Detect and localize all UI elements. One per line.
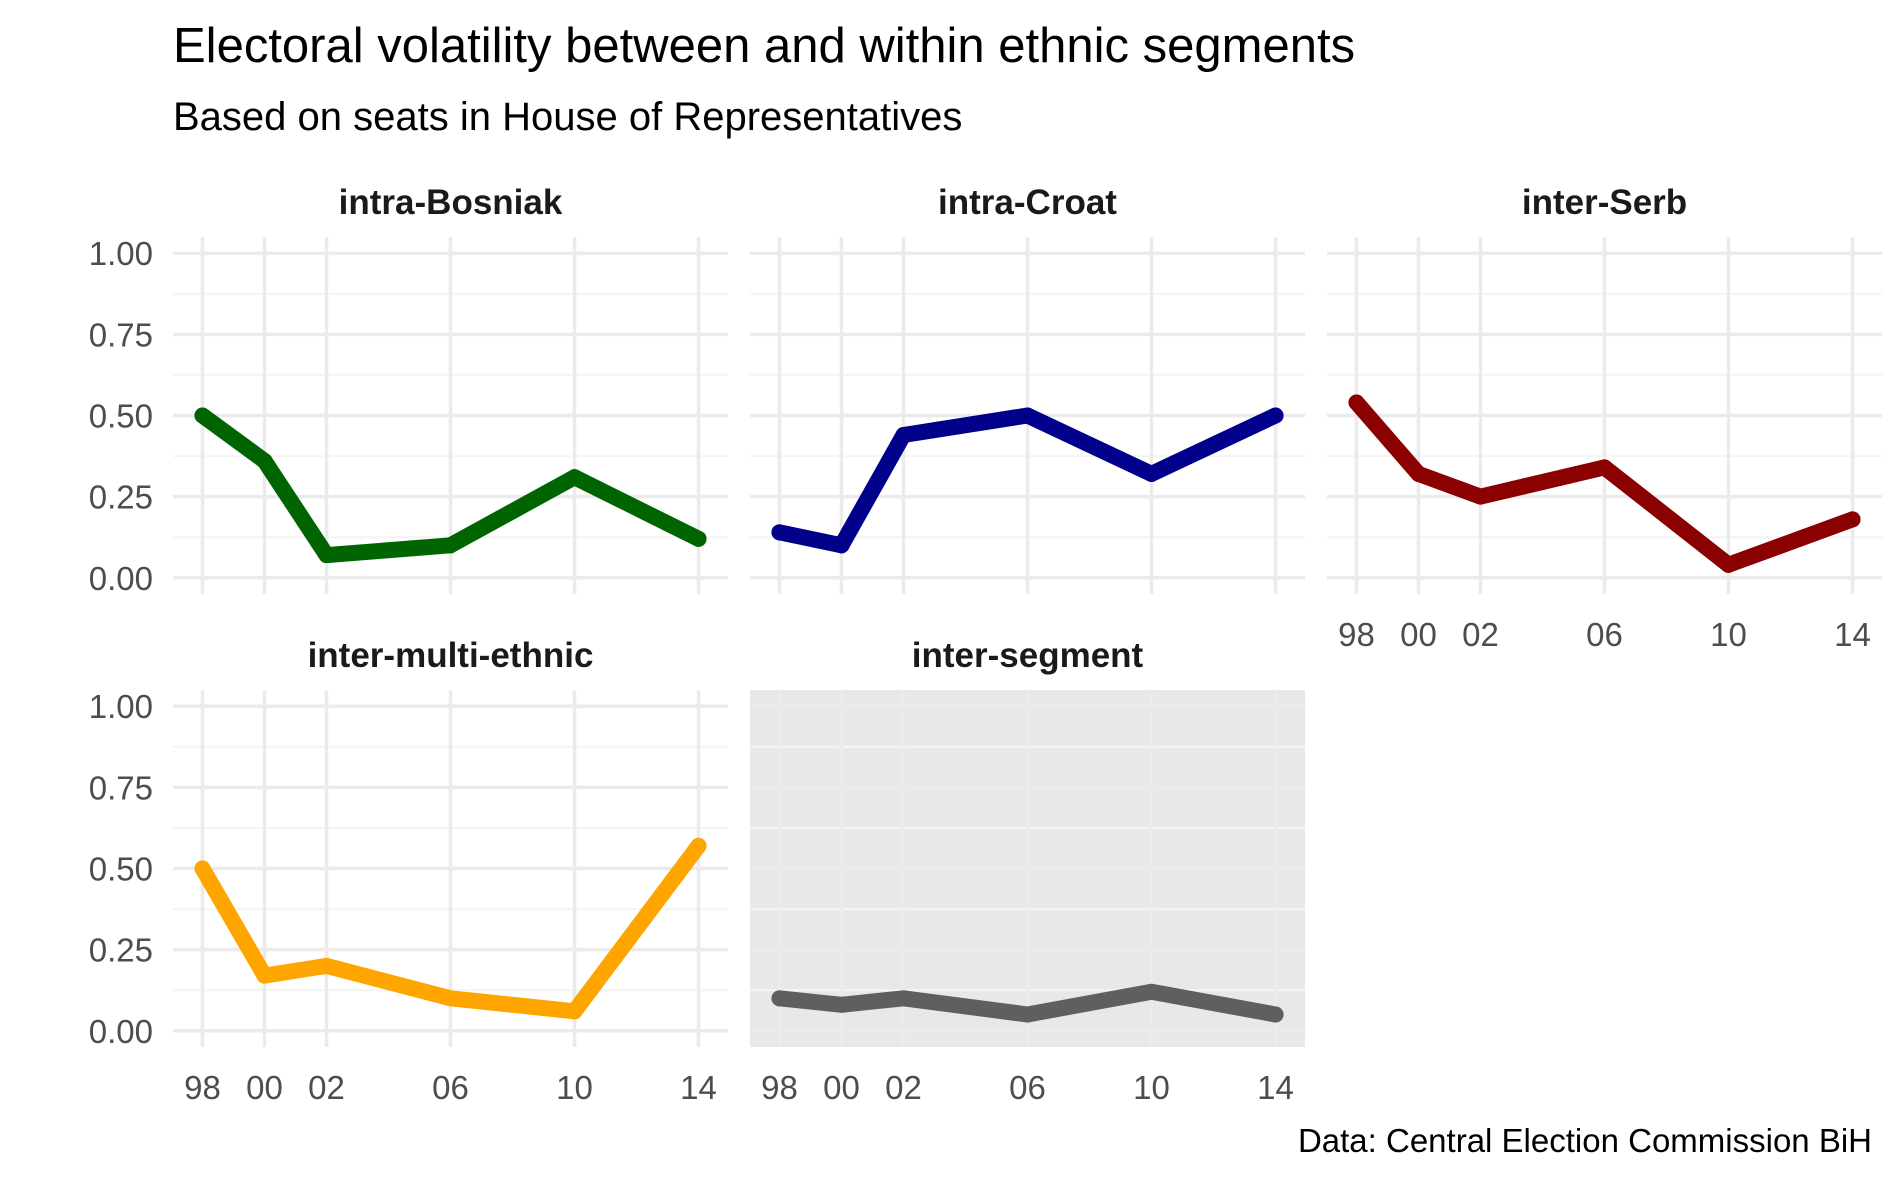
x-tick-label: 14	[1257, 1069, 1294, 1106]
y-tick-label: 0.00	[89, 560, 153, 597]
data-point	[256, 967, 273, 984]
facet-strip-label: intra-Croat	[938, 183, 1117, 222]
data-point	[566, 469, 583, 486]
series-line	[194, 407, 707, 564]
data-point	[194, 860, 211, 877]
facet-panel: inter-multi-ethnic 0.00 0.25 0.50 0.75 1.00 98…	[89, 636, 728, 1106]
y-tick-label: 1.00	[89, 235, 153, 272]
data-point	[1720, 556, 1737, 573]
data-point	[771, 990, 788, 1007]
data-point	[1267, 407, 1284, 424]
chart-title: Electoral volatility between and within …	[173, 19, 1355, 73]
facet-strip-label: inter-segment	[912, 636, 1144, 675]
chart-subtitle: Based on seats in House of Representativ…	[173, 95, 962, 139]
data-point	[1019, 407, 1036, 424]
x-tick-label: 06	[432, 1069, 469, 1106]
y-tick-label: 0.25	[89, 932, 153, 969]
data-point	[690, 530, 707, 547]
x-tick-label: 00	[246, 1069, 283, 1106]
data-point	[1844, 511, 1861, 528]
data-point	[690, 837, 707, 854]
y-tick-label: 1.00	[89, 688, 153, 725]
x-tick-label: 14	[1834, 616, 1871, 653]
series-line	[771, 407, 1284, 554]
y-tick-label: 0.75	[89, 769, 153, 806]
x-tick-label: 14	[680, 1069, 717, 1106]
x-tick-label: 02	[308, 1069, 345, 1106]
data-point	[1472, 488, 1489, 505]
data-point	[833, 996, 850, 1013]
facet-strip-label: inter-multi-ethnic	[308, 636, 594, 675]
data-point	[442, 537, 459, 554]
x-tick-label: 98	[1338, 616, 1375, 653]
chart-caption: Data: Central Election Commission BiH	[1298, 1122, 1872, 1159]
data-point	[895, 426, 912, 443]
panels-layer: intra-Bosniak 0.00 0.25 0.50 0.75 1.00 intra-C…	[89, 183, 1882, 1106]
facet-panel: inter-segment 98 00 02 06 10 14	[750, 636, 1305, 1106]
data-point	[566, 1003, 583, 1020]
data-point	[1348, 394, 1365, 411]
data-point	[1410, 465, 1427, 482]
data-point	[833, 537, 850, 554]
x-tick-label: 10	[1133, 1069, 1170, 1106]
facet-strip-label: inter-Serb	[1522, 183, 1687, 222]
data-point	[1267, 1006, 1284, 1023]
x-tick-label: 02	[1462, 616, 1499, 653]
series-line	[771, 983, 1284, 1023]
data-point	[895, 990, 912, 1007]
y-tick-label: 0.50	[89, 398, 153, 435]
x-tick-label: 06	[1009, 1069, 1046, 1106]
data-point	[1143, 983, 1160, 1000]
x-tick-label: 02	[885, 1069, 922, 1106]
data-point	[194, 407, 211, 424]
y-tick-label: 0.25	[89, 479, 153, 516]
x-tick-label: 06	[1586, 616, 1623, 653]
y-tick-label: 0.50	[89, 851, 153, 888]
data-point	[318, 957, 335, 974]
data-point	[318, 547, 335, 564]
data-point	[442, 990, 459, 1007]
x-tick-label: 00	[1400, 616, 1437, 653]
x-tick-label: 00	[823, 1069, 860, 1106]
x-tick-label: 98	[761, 1069, 798, 1106]
data-point	[771, 524, 788, 541]
facet-panel: inter-Serb 98 00 02 06 10 14	[1327, 183, 1882, 653]
series-line	[1348, 394, 1861, 573]
y-tick-label: 0.75	[89, 316, 153, 353]
data-point	[256, 452, 273, 469]
x-tick-label: 98	[184, 1069, 221, 1106]
x-tick-label: 10	[556, 1069, 593, 1106]
facet-panel: intra-Bosniak 0.00 0.25 0.50 0.75 1.00	[89, 183, 728, 597]
data-point	[1019, 1006, 1036, 1023]
y-tick-label: 0.00	[89, 1013, 153, 1050]
data-point	[1143, 465, 1160, 482]
series-line	[194, 837, 707, 1020]
facet-strip-label: intra-Bosniak	[339, 183, 563, 222]
data-point	[1596, 459, 1613, 476]
facet-panel: intra-Croat	[750, 183, 1305, 594]
x-tick-label: 10	[1710, 616, 1747, 653]
